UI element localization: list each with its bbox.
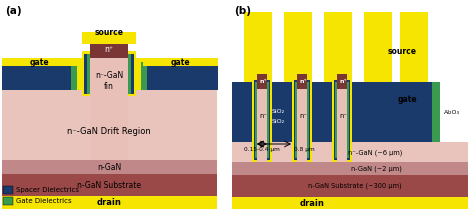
Bar [232,162,468,175]
Bar [257,74,267,89]
Text: drain: drain [300,199,324,207]
Bar [71,62,77,90]
Bar [254,80,270,160]
Bar [244,12,272,82]
Text: n⁻: n⁻ [299,113,307,119]
Bar [2,58,77,66]
Bar [232,142,468,162]
Bar [232,197,468,209]
Text: source: source [388,46,417,55]
Text: gate: gate [170,58,190,66]
Bar [87,54,131,94]
Bar [3,186,13,194]
Bar [400,12,428,82]
Bar [337,78,347,162]
Text: (a): (a) [5,6,22,16]
Bar [432,82,440,142]
Text: n⁺: n⁺ [259,78,267,84]
Bar [335,82,349,158]
Bar [143,62,218,90]
Bar [143,58,218,66]
Text: n⁻: n⁻ [259,113,267,119]
Text: Gate Dielectrics: Gate Dielectrics [16,198,72,204]
Bar [252,78,272,162]
Text: 0.8 μm: 0.8 μm [294,146,315,151]
Text: n-GaN (~2 μm): n-GaN (~2 μm) [351,165,402,172]
Bar [2,160,217,174]
Bar [232,82,432,142]
Text: Al₂O₃: Al₂O₃ [444,110,460,115]
Text: n⁺: n⁺ [299,78,307,84]
Bar [337,74,347,89]
Bar [364,12,392,82]
Bar [232,175,468,197]
Bar [324,12,352,82]
Bar [292,78,312,162]
Text: n⁻-GaN Drift Region: n⁻-GaN Drift Region [67,127,151,135]
Bar [2,174,217,196]
Bar [90,40,128,58]
Text: n-GaN Substrate (~300 μm): n-GaN Substrate (~300 μm) [309,183,402,189]
Text: SiO₂: SiO₂ [272,108,284,114]
Bar [82,51,136,96]
Text: gate: gate [29,58,49,66]
Bar [255,82,269,158]
Bar [84,54,134,94]
Text: drain: drain [97,198,121,207]
Bar [257,78,267,162]
Text: n⁺: n⁺ [339,78,347,84]
Bar [141,62,147,90]
Bar [2,62,77,90]
Text: Spacer Dielectrics: Spacer Dielectrics [16,187,79,193]
Bar [2,196,217,209]
Bar [334,80,350,160]
Text: n⁻-GaN
fin: n⁻-GaN fin [95,71,123,91]
Text: n-GaN: n-GaN [97,162,121,172]
Text: gate: gate [397,95,417,104]
Text: source: source [94,27,124,37]
Text: n⁻: n⁻ [339,113,347,119]
Text: n⁺: n⁺ [104,45,113,54]
Text: SiO₂: SiO₂ [272,119,284,123]
Bar [3,197,13,205]
Bar [2,58,217,90]
Bar [90,50,128,160]
Bar [82,32,136,44]
Bar [2,90,217,160]
Bar [295,82,309,158]
Bar [297,78,307,162]
Text: (b): (b) [234,6,251,16]
Bar [284,12,312,82]
Bar [294,80,310,160]
Text: n⁻-GaN (~6 μm): n⁻-GaN (~6 μm) [347,149,402,156]
Bar [297,74,307,89]
Text: 0.15-0.4 μm: 0.15-0.4 μm [244,146,280,151]
Bar [332,78,352,162]
Text: n-GaN Substrate: n-GaN Substrate [77,180,141,189]
